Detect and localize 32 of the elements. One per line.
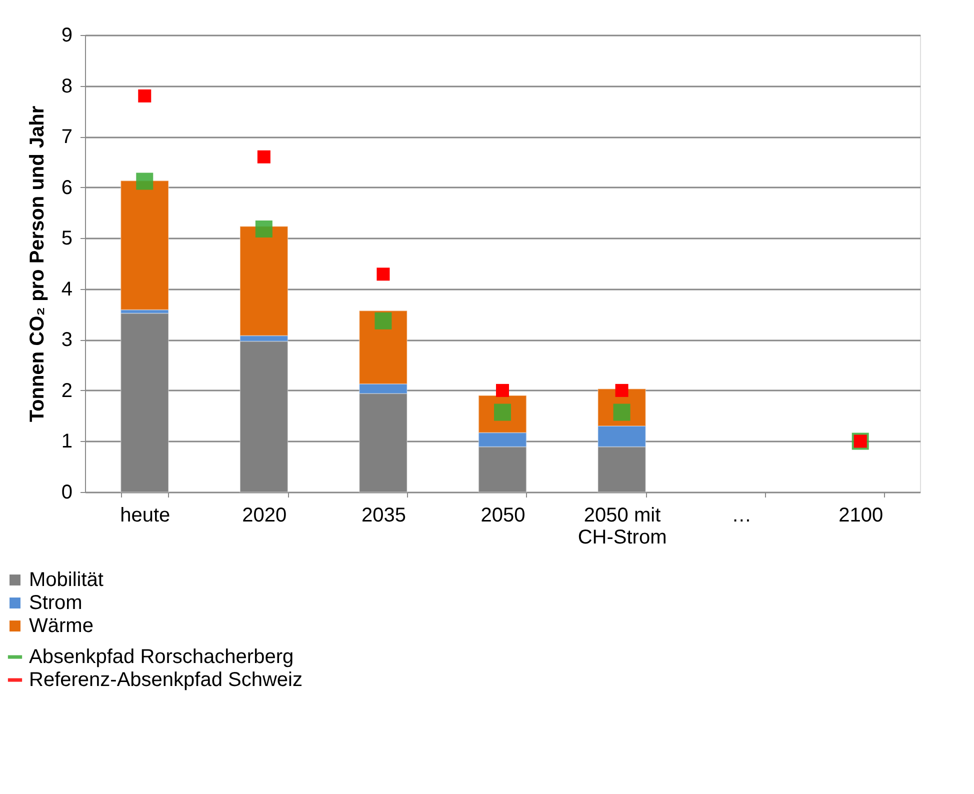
point — [374, 312, 392, 330]
point — [138, 89, 152, 102]
y-tick-label: 6 — [61, 176, 72, 199]
y-tick-label: 2 — [61, 380, 72, 402]
legend-label: Referenz-Absenkpfad Schweiz — [29, 669, 302, 691]
y-tick-label: 1 — [61, 430, 72, 453]
legend-label: Absenkpfad Rorschacherberg — [29, 646, 294, 668]
y-tick-label: 0 — [61, 482, 72, 504]
x-tick-label: 2100 — [838, 504, 884, 526]
x-tick-label: 2050 mit CH-Strom — [578, 504, 667, 548]
legend-label: Strom — [29, 592, 82, 614]
point — [255, 220, 272, 238]
y-tick-label: 4 — [61, 278, 72, 300]
x-tick-label: 2020 — [242, 504, 287, 526]
x-tick-label: 2035 — [361, 504, 406, 526]
y-tick-label: 5 — [61, 228, 72, 250]
y-axis-title: Tonnen CO₂ pro Person und Jahr — [26, 106, 48, 422]
point — [376, 268, 390, 281]
x-tick-label: … — [732, 504, 752, 526]
y-tick-label: 3 — [61, 329, 72, 352]
point — [257, 150, 270, 164]
point — [136, 172, 154, 190]
point — [615, 384, 628, 397]
y-tick-label: 7 — [61, 126, 72, 148]
x-tick-label: heute — [120, 504, 170, 526]
legend-label: Wärme — [29, 615, 94, 637]
y-tick-label: 9 — [61, 24, 72, 46]
x-tick-label: 2050 — [480, 504, 526, 526]
bar — [120, 180, 169, 310]
legend-label: Mobilität — [29, 569, 104, 591]
point — [496, 384, 509, 397]
y-tick-label: 8 — [61, 75, 72, 98]
